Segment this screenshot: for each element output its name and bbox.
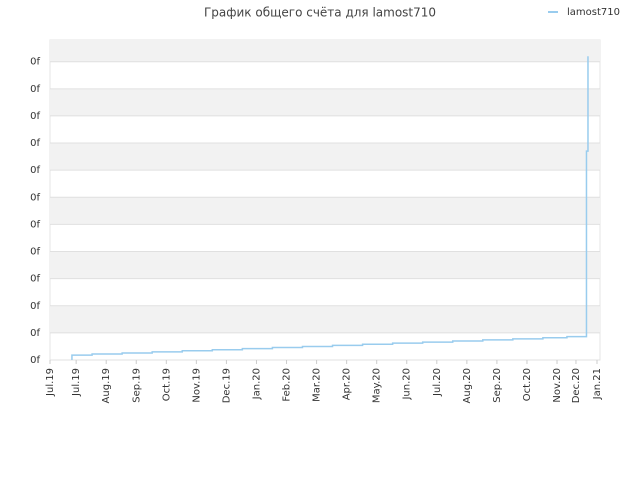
y-tick-label: 0f — [30, 328, 40, 339]
y-tick-label: 0f — [30, 192, 40, 203]
x-tick-label: Jan.20 — [251, 368, 262, 400]
grid-band — [50, 197, 600, 225]
x-tick-label: Jul.20 — [432, 368, 443, 397]
grid-band — [50, 251, 600, 279]
y-tick-label: 0f — [30, 84, 40, 95]
y-tick-label: 0f — [30, 111, 40, 122]
x-tick-label: Oct.19 — [161, 368, 172, 401]
x-tick-label: Nov.20 — [552, 368, 563, 403]
x-tick-label: May.20 — [372, 368, 383, 403]
grid-band — [50, 40, 600, 62]
y-tick-label: 0f — [30, 138, 40, 149]
x-tick-label: Jul.19 — [71, 368, 82, 397]
y-tick-label: 0f — [30, 219, 40, 230]
x-tick-label: Sep.20 — [492, 368, 503, 403]
x-tick-label: Mar.20 — [312, 368, 323, 402]
grid-band — [50, 88, 600, 116]
x-tick-label: Apr.20 — [342, 368, 353, 400]
x-tick-label: Dec.20 — [571, 368, 582, 403]
x-tick-label: Jun.20 — [402, 368, 413, 401]
y-tick-label: 0f — [30, 274, 40, 285]
x-tick-label: Sep.19 — [131, 368, 142, 403]
x-tick-label: Jan.21 — [592, 368, 603, 400]
x-tick-label: Aug.19 — [101, 368, 112, 403]
x-tick-label: Oct.20 — [522, 368, 533, 401]
x-tick-label: Jul.19 — [45, 368, 56, 397]
x-tick-label: Dec.19 — [221, 368, 232, 403]
data-line — [71, 56, 589, 360]
y-tick-label: 0f — [30, 247, 40, 258]
grid-band — [50, 305, 600, 333]
y-tick-label: 0f — [30, 301, 40, 312]
y-tick-label: 0f — [30, 57, 40, 68]
grid-band — [50, 143, 600, 171]
x-tick-label: Feb.20 — [282, 368, 293, 402]
y-tick-label: 0f — [30, 165, 40, 176]
x-tick-label: Nov.19 — [191, 368, 202, 403]
y-tick-label: 0f — [30, 355, 40, 366]
x-tick-label: Aug.20 — [462, 368, 473, 403]
legend-label: lamost710 — [567, 7, 620, 18]
chart-title: График общего счёта для lamost710 — [204, 6, 436, 20]
